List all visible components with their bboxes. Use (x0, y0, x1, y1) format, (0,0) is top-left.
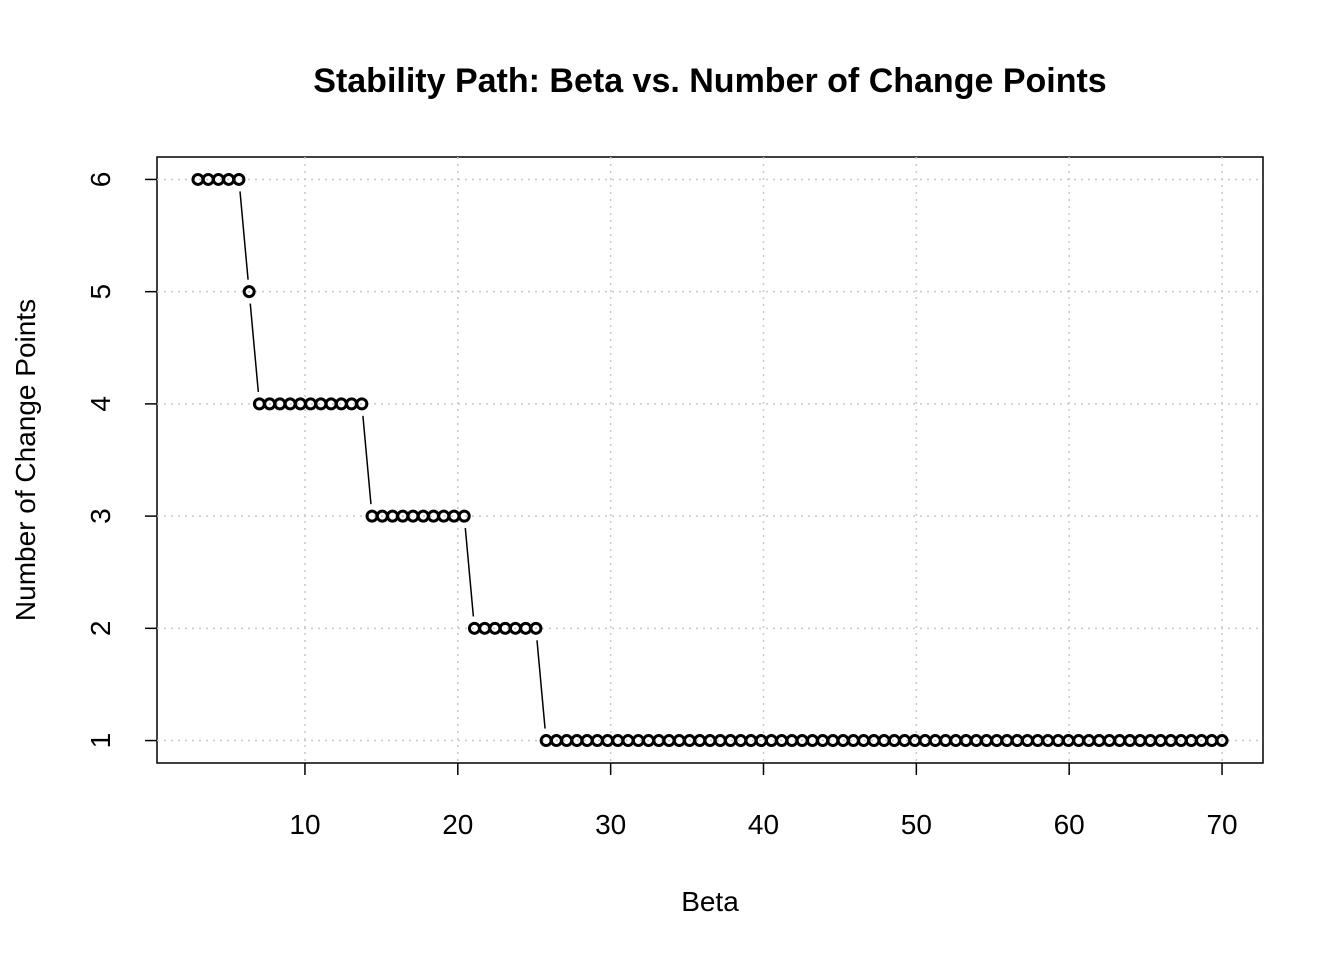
point (785, 734, 799, 748)
point (805, 734, 819, 748)
x-tick-label: 40 (748, 809, 779, 840)
x-tick-label: 60 (1054, 809, 1085, 840)
point (1174, 734, 1188, 748)
point (1092, 734, 1106, 748)
point (242, 285, 256, 299)
x-tick-label: 50 (901, 809, 932, 840)
point (406, 509, 420, 523)
point (764, 734, 778, 748)
y-tick-label: 3 (85, 508, 116, 524)
point (1051, 734, 1065, 748)
point (898, 734, 912, 748)
point (467, 621, 481, 635)
point (427, 509, 440, 523)
point (355, 397, 369, 411)
point (293, 397, 307, 411)
point (365, 509, 379, 523)
point (621, 734, 635, 748)
point (211, 172, 225, 186)
point (672, 734, 686, 748)
point (478, 621, 492, 635)
point (1123, 734, 1137, 748)
connector (536, 640, 546, 729)
point (273, 397, 287, 411)
plot-frame (156, 156, 1264, 764)
point (590, 734, 604, 748)
x-tick-label: 10 (289, 809, 320, 840)
point (1215, 734, 1229, 748)
point (191, 172, 205, 186)
y-axis-label: Number of Change Points (10, 299, 41, 621)
point (939, 734, 953, 748)
point (519, 621, 533, 635)
point (314, 397, 328, 411)
point (252, 397, 266, 411)
point (570, 734, 584, 748)
point (457, 509, 471, 523)
point (601, 734, 615, 748)
point (437, 509, 451, 523)
point (652, 734, 666, 748)
point (1020, 734, 1034, 748)
point (754, 734, 768, 748)
point (334, 397, 348, 411)
point (1133, 734, 1147, 748)
point (580, 734, 594, 748)
point (744, 734, 758, 748)
x-tick-label: 70 (1206, 809, 1237, 840)
point (201, 172, 215, 186)
point (980, 734, 993, 748)
point (232, 172, 246, 186)
point (447, 509, 461, 523)
x-tick-label: 30 (595, 809, 626, 840)
connector (362, 415, 372, 505)
point (1184, 734, 1198, 748)
point (386, 509, 400, 523)
connector (464, 527, 475, 617)
point (723, 734, 737, 748)
point (1072, 734, 1086, 748)
y-tick-label: 6 (85, 172, 116, 188)
point (713, 734, 727, 748)
point (846, 734, 860, 748)
connector (239, 191, 249, 280)
point (867, 734, 881, 748)
y-tick-label: 2 (85, 621, 116, 637)
connector (249, 303, 260, 393)
x-tick-label: 20 (442, 809, 473, 840)
point (1000, 734, 1014, 748)
point (611, 734, 625, 748)
point (560, 734, 574, 748)
point (1113, 734, 1127, 748)
point (1010, 734, 1024, 748)
point (990, 734, 1004, 748)
point (324, 397, 338, 411)
point (304, 397, 318, 411)
y-tick-label: 1 (85, 733, 116, 749)
point (877, 734, 891, 748)
y-tick-label: 5 (85, 284, 116, 300)
point (734, 734, 748, 748)
chart-title: Stability Path: Beta vs. Number of Chang… (313, 62, 1106, 100)
point (1154, 734, 1168, 748)
point (529, 621, 543, 635)
point (959, 734, 973, 748)
point (631, 734, 645, 748)
point (1205, 734, 1219, 748)
point (498, 621, 512, 635)
point (693, 734, 707, 748)
point (1143, 734, 1157, 748)
point (918, 734, 932, 748)
point (539, 734, 553, 748)
point (887, 734, 901, 748)
y-tick-label: 4 (85, 396, 116, 412)
point (1164, 734, 1178, 748)
point (826, 734, 840, 748)
x-axis-label: Beta (681, 886, 739, 917)
point (1031, 734, 1045, 748)
point (857, 734, 871, 748)
point (345, 397, 359, 411)
